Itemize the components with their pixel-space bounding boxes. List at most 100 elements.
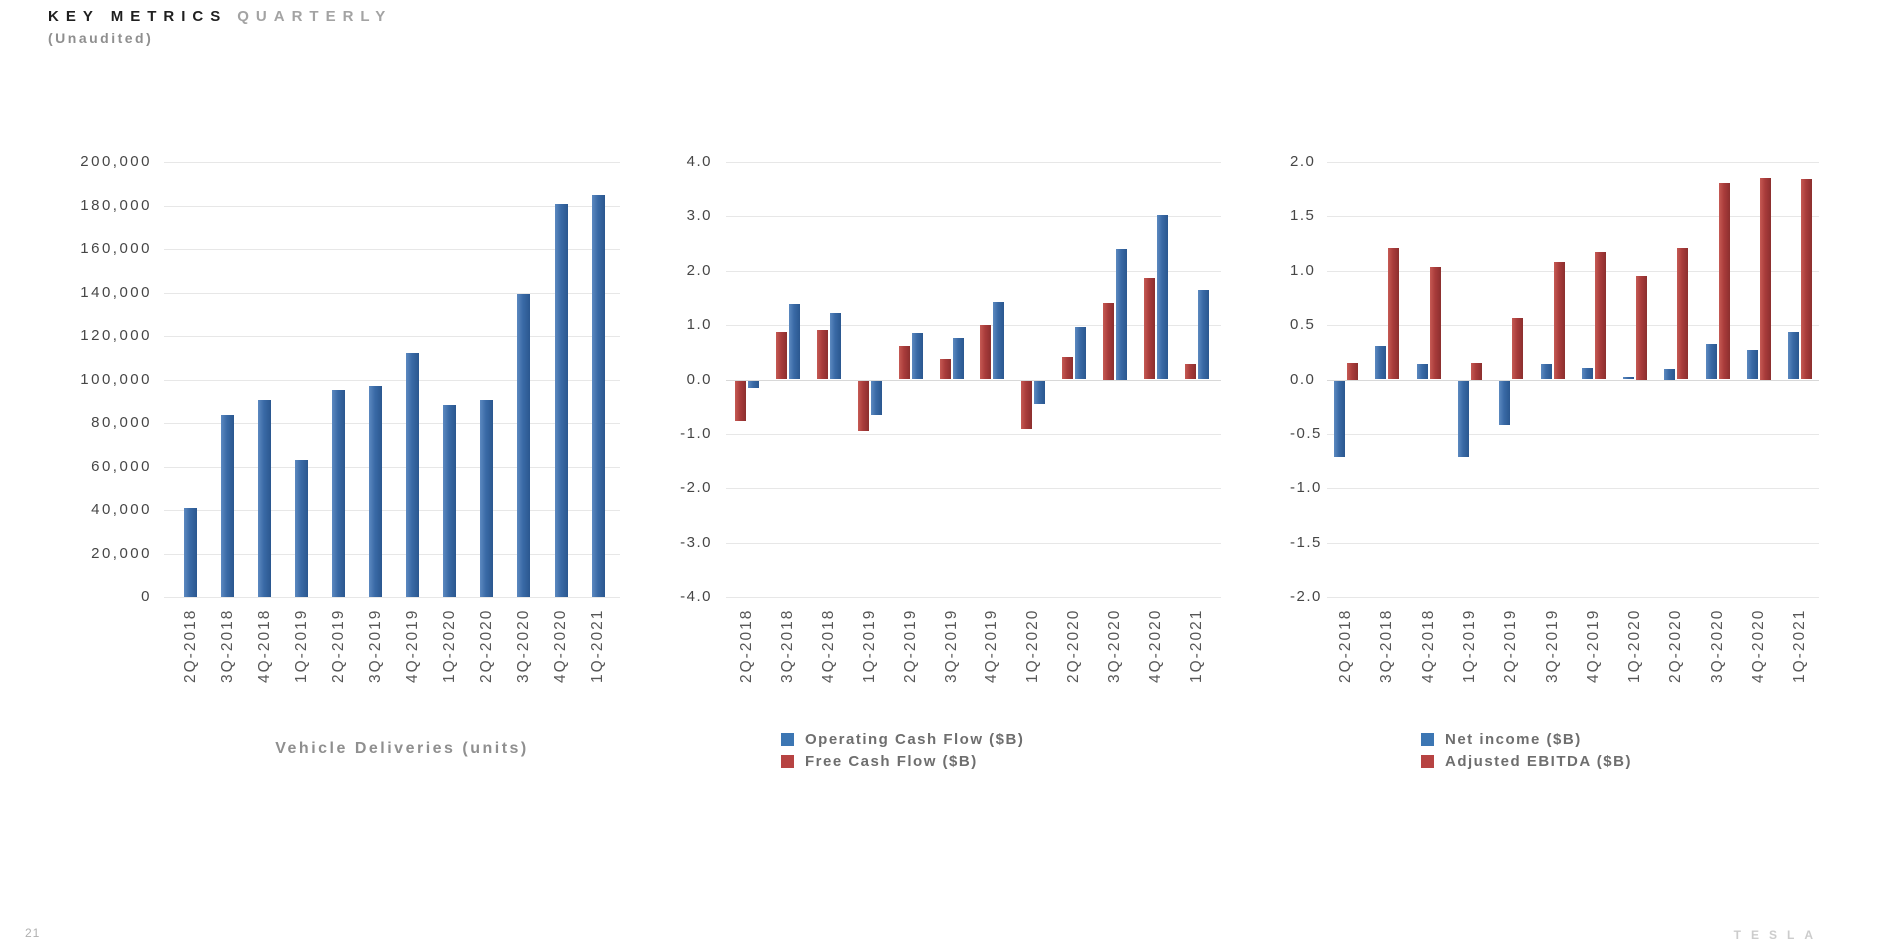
y-tick-label: -2.0 — [1290, 588, 1322, 605]
y-tick-label: 2.0 — [1290, 153, 1316, 170]
x-tick-label: 1Q-2021 — [1791, 609, 1809, 684]
bar-free-cash-flow-b-4q-2020 — [1144, 277, 1155, 380]
x-tick-label: 3Q-2018 — [1378, 609, 1396, 684]
bar-adjusted-ebitda-b-3q-2020 — [1718, 182, 1730, 380]
gridline — [164, 553, 620, 555]
bar-vehicle-deliveries-units-3q-2018 — [221, 415, 235, 597]
x-tick-label: 3Q-2019 — [366, 609, 384, 684]
legend-label: Adjusted EBITDA ($B) — [1445, 752, 1632, 770]
bar-adjusted-ebitda-b-1q-2021 — [1801, 179, 1813, 380]
x-tick-label: 4Q-2020 — [1750, 609, 1767, 684]
y-tick-label: -3.0 — [680, 533, 712, 551]
bar-net-income-b-1q-2019 — [1457, 380, 1469, 457]
x-tick-label: 2Q-2020 — [477, 609, 495, 684]
legend-item-net-income-b: Net income ($B) — [1421, 728, 1632, 750]
slide-header: KEY METRICS QUARTERLY (Unaudited) — [48, 6, 392, 48]
gridline — [726, 433, 1221, 435]
bar-operating-cash-flow-b-2q-2018 — [748, 380, 759, 388]
page-title-main: KEY METRICS — [48, 8, 228, 25]
bar-vehicle-deliveries-units-2q-2020 — [480, 399, 494, 597]
bar-adjusted-ebitda-b-4q-2019 — [1594, 252, 1606, 380]
y-tick-label: -2.0 — [680, 479, 712, 497]
x-tick-label: 3Q-2020 — [514, 609, 532, 684]
bar-free-cash-flow-b-1q-2020 — [1021, 380, 1033, 430]
x-tick-label: 2Q-2019 — [901, 609, 919, 684]
bar-operating-cash-flow-b-2q-2019 — [911, 332, 923, 380]
y-tick-label: 1.0 — [1290, 261, 1316, 279]
bar-operating-cash-flow-b-2q-2020 — [1075, 327, 1087, 380]
chart-profitability: 2.0 1.5 1.0 0.5 0.0 -0.5 -1.0 -1.5 -2.0 2Q-2018 3Q… — [1290, 128, 1879, 828]
bar-operating-cash-flow-b-4q-2020 — [1157, 215, 1168, 380]
page-number: 21 — [25, 926, 41, 940]
x-tick-label: 3Q-2020 — [1708, 609, 1726, 684]
y-tick-label: -1.5 — [1290, 533, 1322, 551]
legend-label: Net income ($B) — [1445, 730, 1582, 748]
tesla-logo: TESLA — [1733, 928, 1823, 942]
gridline — [1327, 216, 1819, 218]
y-tick-label: 3.0 — [686, 207, 712, 225]
gridline — [164, 466, 620, 468]
bar-adjusted-ebitda-b-3q-2019 — [1553, 262, 1565, 380]
y-tick-label: 0 — [141, 588, 152, 605]
bar-vehicle-deliveries-units-1q-2019 — [295, 459, 309, 597]
gridline — [726, 216, 1221, 218]
y-tick-label: 40,000 — [91, 501, 152, 518]
y-tick-label: -4.0 — [680, 588, 712, 605]
bar-operating-cash-flow-b-4q-2018 — [829, 312, 841, 380]
y-tick-label: 2.0 — [686, 261, 712, 279]
bar-net-income-b-3q-2020 — [1705, 343, 1717, 380]
x-tick-label: 2Q-2020 — [1667, 609, 1685, 684]
legend: Operating Cash Flow ($B) Free Cash Flow (… — [781, 728, 1024, 772]
bar-vehicle-deliveries-units-4q-2019 — [406, 353, 420, 597]
bar-net-income-b-2q-2018 — [1334, 380, 1345, 457]
x-tick-label: 4Q-2019 — [403, 609, 421, 684]
legend-item-free-cash-flow-b: Free Cash Flow ($B) — [781, 750, 1024, 772]
bar-operating-cash-flow-b-3q-2018 — [788, 303, 800, 380]
bar-operating-cash-flow-b-4q-2019 — [993, 301, 1005, 380]
x-tick-label: 1Q-2021 — [1187, 609, 1205, 684]
bar-vehicle-deliveries-units-3q-2019 — [369, 386, 383, 597]
x-tick-label: 4Q-2020 — [1147, 609, 1164, 684]
bar-adjusted-ebitda-b-4q-2020 — [1760, 178, 1771, 380]
y-tick-label: 20,000 — [91, 544, 152, 562]
y-tick-label: 60,000 — [91, 457, 152, 475]
y-tick-label: 0.5 — [1290, 316, 1316, 334]
bar-vehicle-deliveries-units-3q-2020 — [517, 294, 531, 597]
x-tick-label: 1Q-2019 — [1460, 609, 1478, 684]
y-tick-label: 1.5 — [1290, 207, 1316, 225]
y-tick-label: 1.0 — [686, 316, 712, 334]
bar-vehicle-deliveries-units-2q-2019 — [332, 389, 346, 597]
bar-free-cash-flow-b-2q-2020 — [1062, 356, 1074, 380]
x-tick-label: 1Q-2020 — [440, 609, 458, 684]
gridline — [726, 597, 1221, 598]
page-subtitle: (Unaudited) — [48, 30, 154, 46]
bar-free-cash-flow-b-2q-2019 — [898, 345, 910, 380]
bar-operating-cash-flow-b-3q-2019 — [952, 338, 964, 380]
x-tick-label: 3Q-2019 — [1543, 609, 1561, 684]
bar-net-income-b-1q-2021 — [1788, 331, 1800, 380]
bar-free-cash-flow-b-1q-2021 — [1184, 363, 1196, 380]
y-tick-label: 4.0 — [686, 153, 712, 170]
gridline — [1327, 270, 1819, 272]
gridline — [726, 270, 1221, 272]
bar-net-income-b-2q-2019 — [1499, 380, 1511, 426]
y-tick-label: 0.0 — [686, 370, 712, 388]
legend: Net income ($B) Adjusted EBITDA ($B) — [1421, 728, 1632, 772]
gridline — [164, 597, 620, 598]
bar-adjusted-ebitda-b-1q-2020 — [1636, 276, 1648, 380]
x-tick-label: 1Q-2021 — [589, 609, 607, 684]
gridline — [726, 488, 1221, 490]
bar-vehicle-deliveries-units-2q-2018 — [184, 508, 197, 597]
x-tick-label: 2Q-2018 — [181, 609, 199, 684]
x-tick-label: 2Q-2018 — [1337, 609, 1354, 684]
legend-swatch-blue-icon — [1421, 732, 1434, 746]
x-tick-label: 1Q-2020 — [1626, 609, 1644, 684]
bar-vehicle-deliveries-units-4q-2018 — [258, 399, 272, 597]
gridline — [1327, 488, 1819, 490]
legend-label: Operating Cash Flow ($B) — [805, 730, 1025, 748]
bar-free-cash-flow-b-3q-2020 — [1103, 303, 1115, 380]
gridline — [1327, 379, 1819, 381]
bar-adjusted-ebitda-b-2q-2020 — [1677, 247, 1689, 380]
gridline — [1327, 325, 1819, 327]
x-tick-label: 4Q-2018 — [819, 609, 837, 684]
